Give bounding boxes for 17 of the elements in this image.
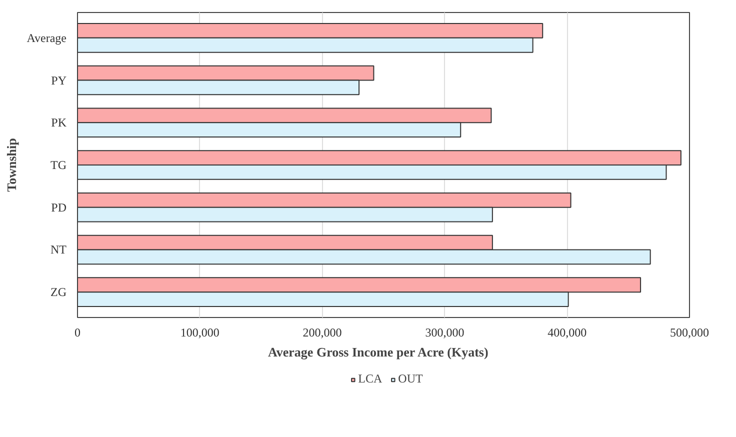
y-tick-label: ZG	[50, 285, 67, 300]
y-tick-label: PD	[51, 200, 67, 214]
y-tick-label: Average	[26, 30, 66, 45]
x-tick-label: 500,000	[670, 326, 709, 340]
x-tick-label: 300,000	[425, 326, 464, 340]
x-tick-label: 400,000	[548, 326, 587, 340]
y-tick-label: TG	[50, 158, 67, 172]
x-tick-label: 100,000	[180, 326, 220, 340]
x-axis-title: Average Gross Income per Acre (Kyats)	[268, 344, 488, 360]
y-axis-title: Township	[4, 138, 19, 192]
y-tick-label: PK	[51, 116, 67, 130]
x-tick-label: 0	[74, 326, 80, 340]
y-tick-label: PY	[51, 73, 67, 88]
y-tick-label: NT	[50, 242, 68, 257]
x-tick-label: 200,000	[302, 326, 342, 340]
legend-label: OUT	[398, 372, 423, 386]
legend-label: LCA	[358, 372, 382, 386]
